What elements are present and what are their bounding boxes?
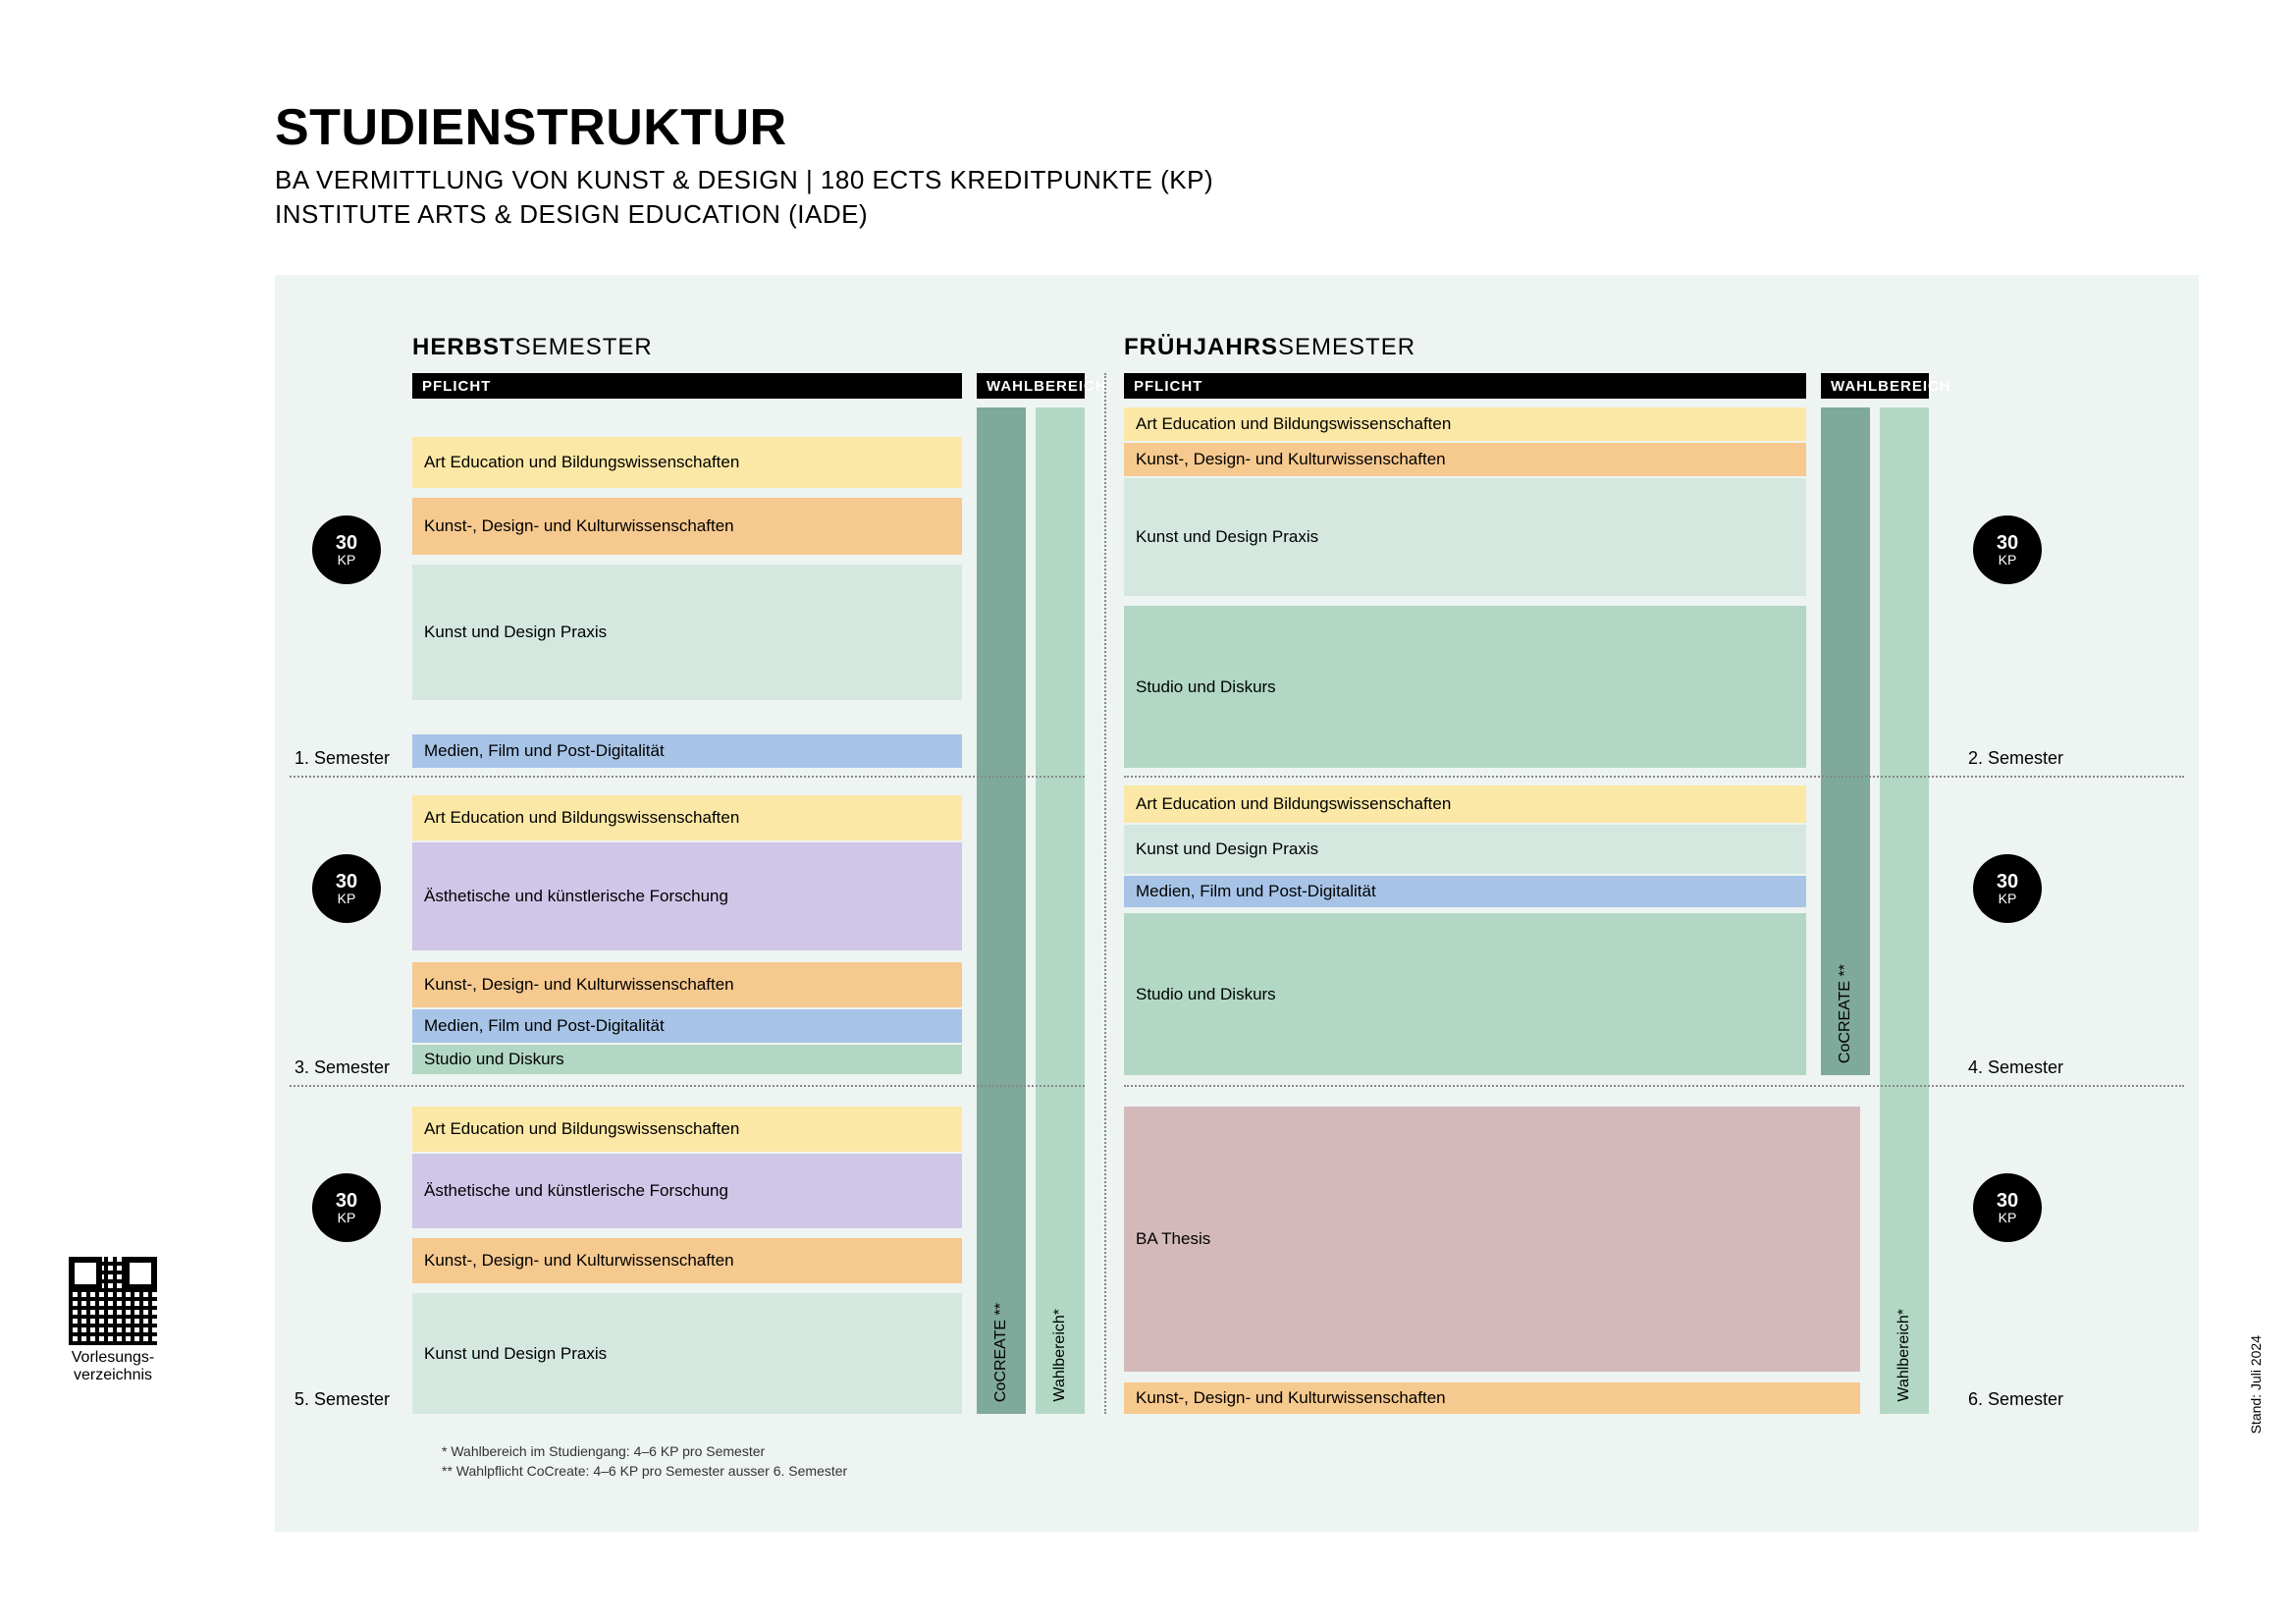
s2-praxis: Kunst und Design Praxis (1124, 478, 1806, 596)
footnote-2: ** Wahlpflicht CoCreate: 4–6 KP pro Seme… (442, 1463, 847, 1479)
bar-wahl-left: WAHLBEREICH (977, 373, 1085, 399)
kp-badge-sem1: 30KP (312, 515, 381, 584)
label-sem3: 3. Semester (294, 1057, 390, 1078)
qr-icon (69, 1257, 157, 1345)
s1-medien: Medien, Film und Post-Digitalität (412, 734, 962, 768)
s2-studio: Studio und Diskurs (1124, 606, 1806, 768)
bar-wahl-right: WAHLBEREICH (1821, 373, 1929, 399)
s4-medien: Medien, Film und Post-Digitalität (1124, 876, 1806, 907)
subtitle-2: INSTITUTE ARTS & DESIGN EDUCATION (IADE) (275, 199, 2238, 230)
s5-praxis: Kunst und Design Praxis (412, 1293, 962, 1414)
kp-badge-sem4: 30KP (1973, 854, 2042, 923)
page-title: STUDIENSTRUKTUR (275, 98, 2238, 157)
row-div-r2 (1124, 1085, 2184, 1087)
s1-kunst-design-kultur: Kunst-, Design- und Kulturwissenschaften (412, 498, 962, 555)
row-div-l1 (290, 776, 1085, 778)
row-div-r1 (1124, 776, 2184, 778)
s5-art-edu: Art Education und Bildungswissenschaften (412, 1107, 962, 1152)
stand-label: Stand: Juli 2024 (2248, 1335, 2264, 1434)
s1-praxis: Kunst und Design Praxis (412, 565, 962, 700)
label-sem4: 4. Semester (1968, 1057, 2063, 1078)
s4-praxis: Kunst und Design Praxis (1124, 825, 1806, 874)
vbar-wahl-right: Wahlbereich* (1880, 407, 1929, 1414)
qr-label-1: Vorlesungs- (69, 1349, 157, 1367)
label-sem5: 5. Semester (294, 1389, 390, 1410)
s3-art-edu: Art Education und Bildungswissenschaften (412, 795, 962, 840)
bar-pflicht-right: PFLICHT (1124, 373, 1806, 399)
s4-studio: Studio und Diskurs (1124, 913, 1806, 1075)
col-title-herbst: HERBSTSEMESTER (412, 334, 653, 361)
label-sem2: 2. Semester (1968, 748, 2063, 769)
s3-studio: Studio und Diskurs (412, 1045, 962, 1074)
vbar-wahl-left: Wahlbereich* (1036, 407, 1085, 1414)
s3-kunst-design-kultur: Kunst-, Design- und Kulturwissenschaften (412, 962, 962, 1007)
s2-kunst-design-kultur: Kunst-, Design- und Kulturwissenschaften (1124, 443, 1806, 476)
vbar-cocreate-left: CoCREATE ** (977, 407, 1026, 1414)
s1-art-edu: Art Education und Bildungswissenschaften (412, 437, 962, 488)
label-sem1: 1. Semester (294, 748, 390, 769)
center-divider (1104, 373, 1106, 1414)
s3-aesthetische: Ästhetische und künstlerische Forschung (412, 842, 962, 950)
kp-badge-sem5: 30KP (312, 1173, 381, 1242)
vbar-cocreate-right: CoCREATE ** (1821, 407, 1870, 1075)
row-div-l2 (290, 1085, 1085, 1087)
s6-thesis: BA Thesis (1124, 1107, 1860, 1372)
bar-pflicht-left: PFLICHT (412, 373, 962, 399)
s3-medien: Medien, Film und Post-Digitalität (412, 1009, 962, 1043)
qr-label-2: verzeichnis (69, 1367, 157, 1384)
qr-block: Vorlesungs- verzeichnis (69, 1257, 157, 1384)
col-title-fruehjahr: FRÜHJAHRSSEMESTER (1124, 334, 1415, 361)
subtitle-1: BA VERMITTLUNG VON KUNST & DESIGN | 180 … (275, 165, 2238, 195)
footnote-1: * Wahlbereich im Studiengang: 4–6 KP pro… (442, 1443, 765, 1459)
s5-aesthetische: Ästhetische und künstlerische Forschung (412, 1154, 962, 1228)
kp-badge-sem3: 30KP (312, 854, 381, 923)
s6-kunst-design-kultur: Kunst-, Design- und Kulturwissenschaften (1124, 1382, 1860, 1414)
s4-art-edu: Art Education und Bildungswissenschaften (1124, 785, 1806, 823)
label-sem6: 6. Semester (1968, 1389, 2063, 1410)
header: STUDIENSTRUKTUR BA VERMITTLUNG VON KUNST… (275, 98, 2238, 234)
s2-art-edu: Art Education und Bildungswissenschaften (1124, 407, 1806, 441)
s5-kunst-design-kultur: Kunst-, Design- und Kulturwissenschaften (412, 1238, 962, 1283)
kp-badge-sem6: 30KP (1973, 1173, 2042, 1242)
kp-badge-sem2: 30KP (1973, 515, 2042, 584)
